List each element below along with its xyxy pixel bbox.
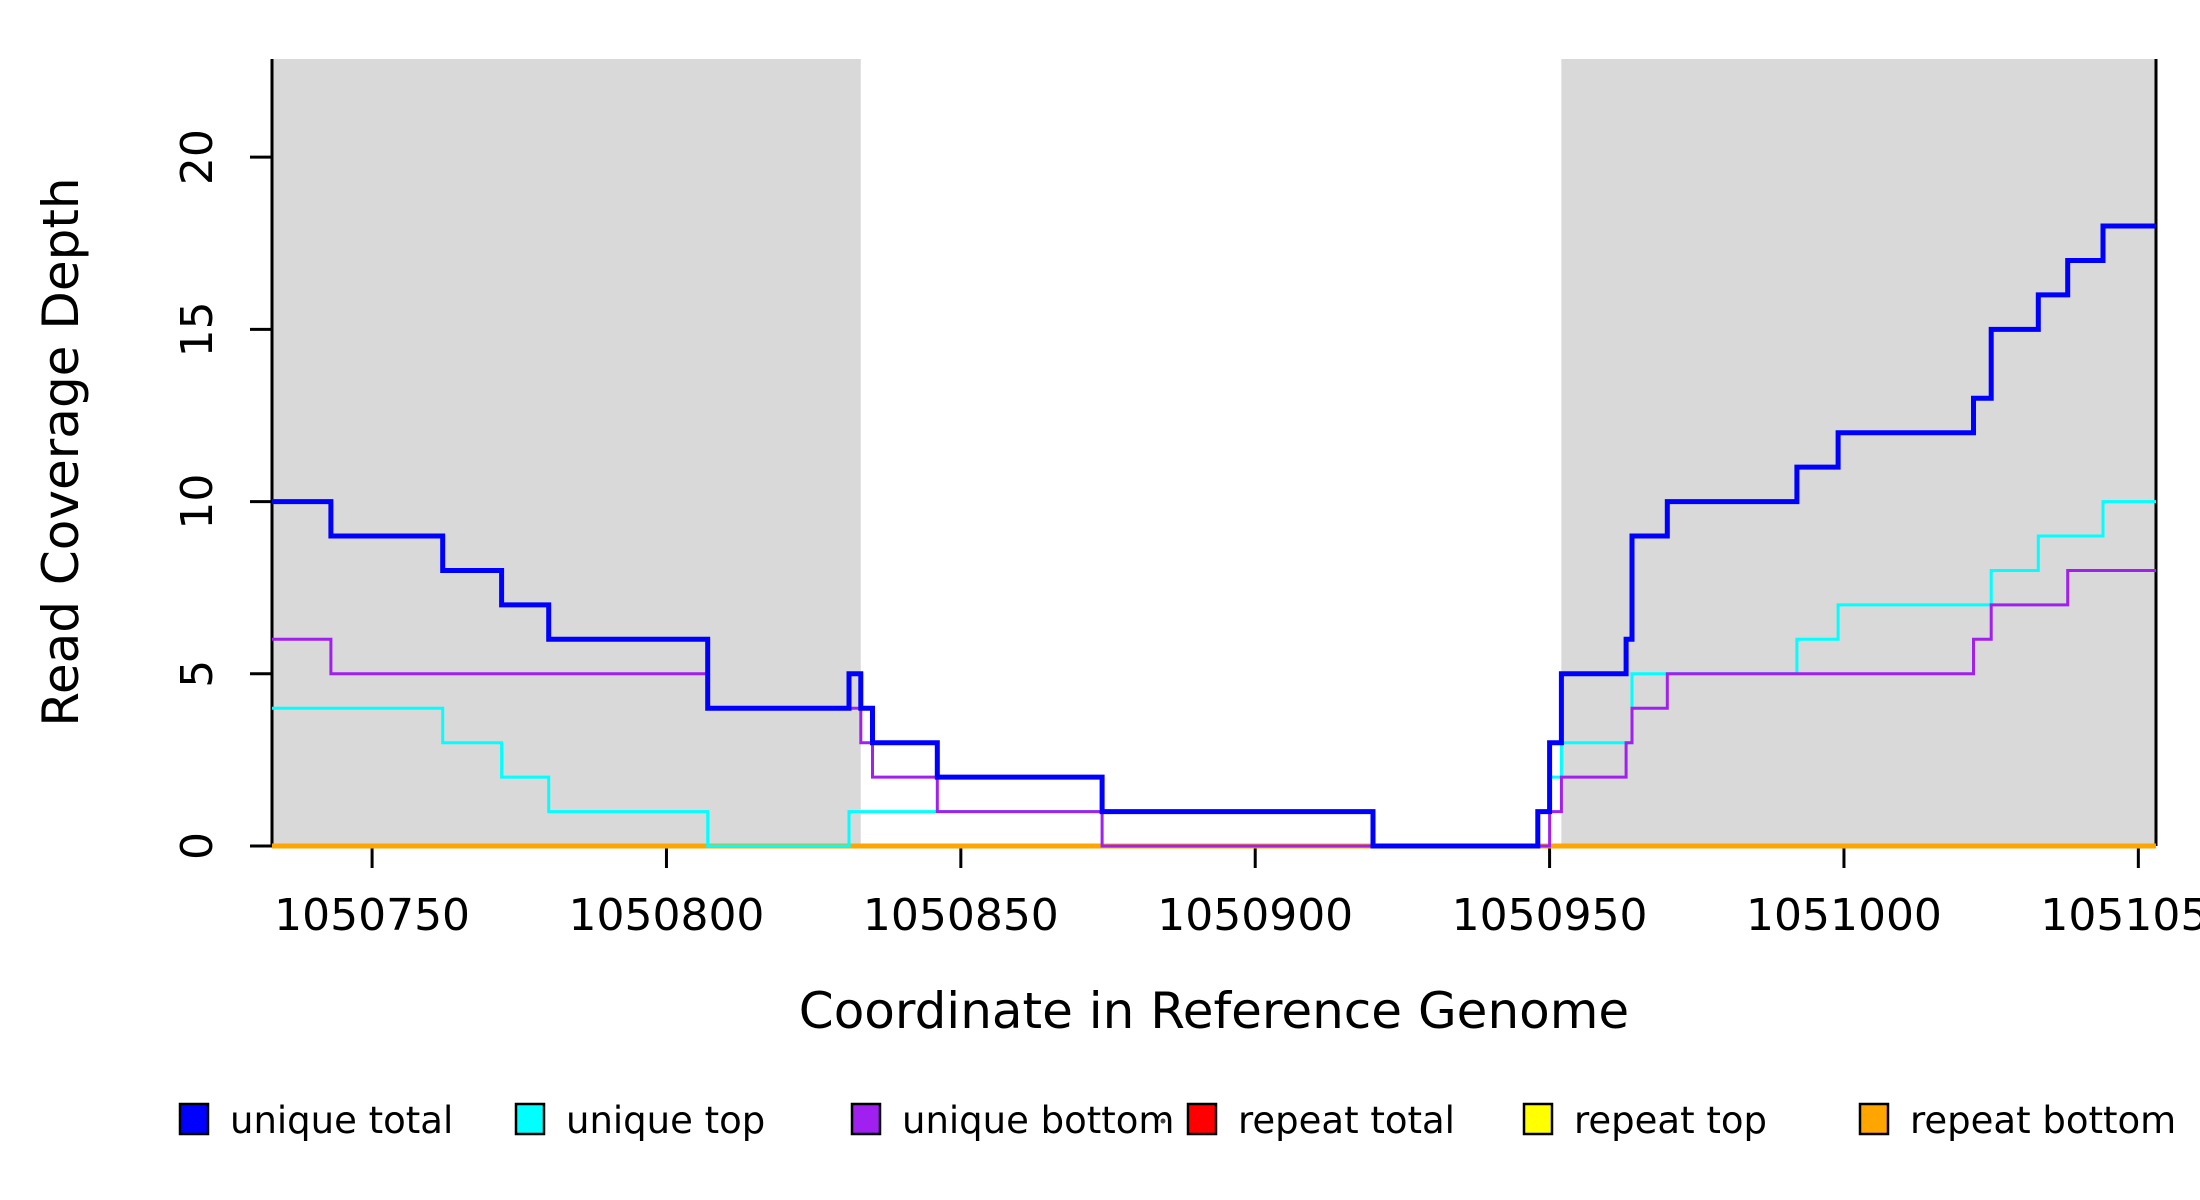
right-repeat-region <box>1561 59 2156 846</box>
legend-swatch-unique-top <box>514 1102 546 1136</box>
x-tick-label: 1050950 <box>1452 890 1648 941</box>
axes-layer: 1050750 1050800 1050850 1050900 1050950 10510… <box>172 59 2200 941</box>
x-tick-label: 1051000 <box>1746 890 1942 941</box>
y-tick-label: 0 <box>172 832 223 860</box>
left-repeat-region <box>272 59 861 846</box>
y-tick-label: 20 <box>172 129 223 185</box>
x-tick-label: 1050800 <box>568 890 764 941</box>
x-tick-label: 1050900 <box>1157 890 1353 941</box>
legend-label-repeat-top: repeat top <box>1574 1099 1767 1142</box>
legend-layer: unique total unique top unique bottom repea… <box>178 1099 2176 1142</box>
y-tick-label: 5 <box>172 660 223 688</box>
legend-label-unique-bottom: unique bottom <box>902 1099 1174 1142</box>
legend-label-unique-total: unique total <box>230 1099 453 1142</box>
legend-swatch-repeat-bottom <box>1858 1102 1890 1136</box>
legend-swatch-repeat-top <box>1522 1102 1554 1136</box>
legend-swatch-unique-total <box>178 1102 210 1136</box>
x-tick-label: 1050750 <box>274 890 470 941</box>
y-tick-label: 10 <box>172 474 223 530</box>
legend-swatch-repeat-total <box>1186 1102 1218 1136</box>
series-layer <box>272 223 2156 849</box>
y-tick-label: 15 <box>172 301 223 357</box>
legend-label-repeat-bottom: repeat bottom <box>1910 1099 2176 1142</box>
x-axis-title: Coordinate in Reference Genome <box>799 982 1629 1040</box>
x-tick-label: 1050850 <box>863 890 1059 941</box>
legend-swatch-unique-bottom <box>850 1102 882 1136</box>
stray-dot <box>1160 1118 1166 1124</box>
legend-label-unique-top: unique top <box>566 1099 765 1142</box>
y-axis-title: Read Coverage Depth <box>32 177 90 726</box>
shade-layer <box>272 59 2156 846</box>
series-line-unique-total <box>272 223 2156 849</box>
legend-label-repeat-total: repeat total <box>1238 1099 1455 1142</box>
